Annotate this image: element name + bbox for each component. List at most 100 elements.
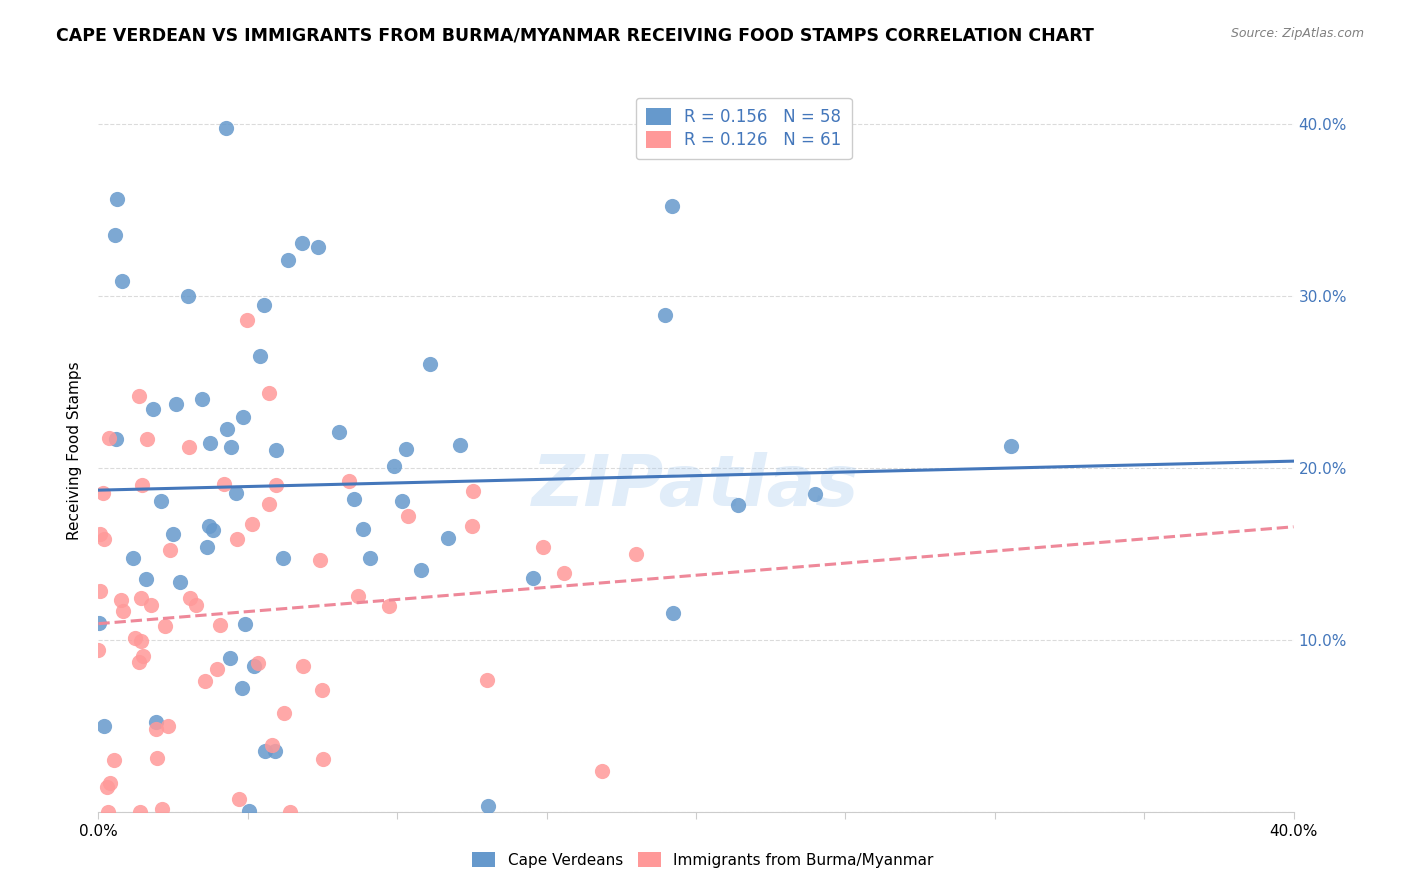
Point [411,563,433,577]
Point [343,492,366,507]
Point [202,523,225,537]
Point [396,508,419,523]
Point [96,780,118,794]
Point [257,497,280,511]
Point [157,719,180,733]
Point [240,517,263,532]
Point [162,526,184,541]
Point [129,633,152,648]
Point [221,441,243,455]
Point [169,575,191,590]
Point [198,519,221,533]
Point [661,199,683,213]
Point [307,240,329,254]
Point [177,288,200,302]
Point [105,432,128,446]
Point [531,540,554,554]
Point [264,442,287,457]
Point [238,804,260,818]
Point [179,591,201,606]
Point [395,442,418,456]
Point [257,385,280,400]
Point [260,739,283,753]
Point [477,799,499,814]
Point [97,431,120,445]
Point [553,566,575,581]
Point [198,436,221,450]
Point [253,744,276,758]
Point [233,617,256,632]
Point [359,551,381,566]
Point [153,619,176,633]
Point [142,401,165,416]
Point [124,632,146,646]
Point [337,474,360,488]
Point [121,551,143,566]
Point [352,522,374,536]
Point [312,752,335,766]
Point [208,617,231,632]
Point [461,483,484,498]
Point [236,313,259,327]
Point [291,236,314,251]
Point [278,805,301,819]
Point [460,519,482,533]
Point [177,440,200,454]
Point [277,253,299,268]
Point [141,598,163,612]
Point [292,659,315,673]
Point [103,753,125,767]
Point [129,805,152,819]
Point [131,478,153,492]
Point [264,744,287,758]
Point [522,570,544,584]
Point [271,550,294,565]
Point [654,308,676,322]
Point [242,658,264,673]
Point [249,349,271,363]
Point [159,543,181,558]
Point [449,438,471,452]
Point [477,673,499,688]
Point [150,802,173,816]
Point [87,615,110,630]
Point [98,776,121,790]
Legend: R = 0.156   N = 58, R = 0.126   N = 61: R = 0.156 N = 58, R = 0.126 N = 61 [636,97,852,159]
Point [264,477,287,491]
Point [591,764,613,778]
Point [129,591,152,605]
Point [184,598,207,612]
Point [149,493,172,508]
Point [378,599,401,614]
Point [194,673,217,688]
Point [232,409,254,424]
Point [93,719,115,733]
Point [382,459,405,474]
Legend: Cape Verdeans, Immigrants from Burma/Myanmar: Cape Verdeans, Immigrants from Burma/Mya… [465,844,941,875]
Y-axis label: Receiving Food Stamps: Receiving Food Stamps [67,361,83,540]
Point [218,651,240,665]
Point [727,498,749,512]
Point [437,531,460,545]
Point [97,805,120,819]
Point [191,392,214,407]
Point [104,228,127,243]
Point [231,681,253,696]
Point [1000,439,1022,453]
Point [253,298,276,312]
Point [804,486,827,500]
Point [128,655,150,669]
Point [419,357,441,371]
Point [131,648,153,663]
Point [146,750,169,764]
Point [308,553,330,567]
Point [273,706,295,720]
Point [212,477,235,491]
Point [135,432,157,446]
Point [111,604,134,618]
Point [226,532,249,546]
Point [135,572,157,586]
Point [105,192,128,206]
Point [145,715,167,730]
Point [89,584,111,599]
